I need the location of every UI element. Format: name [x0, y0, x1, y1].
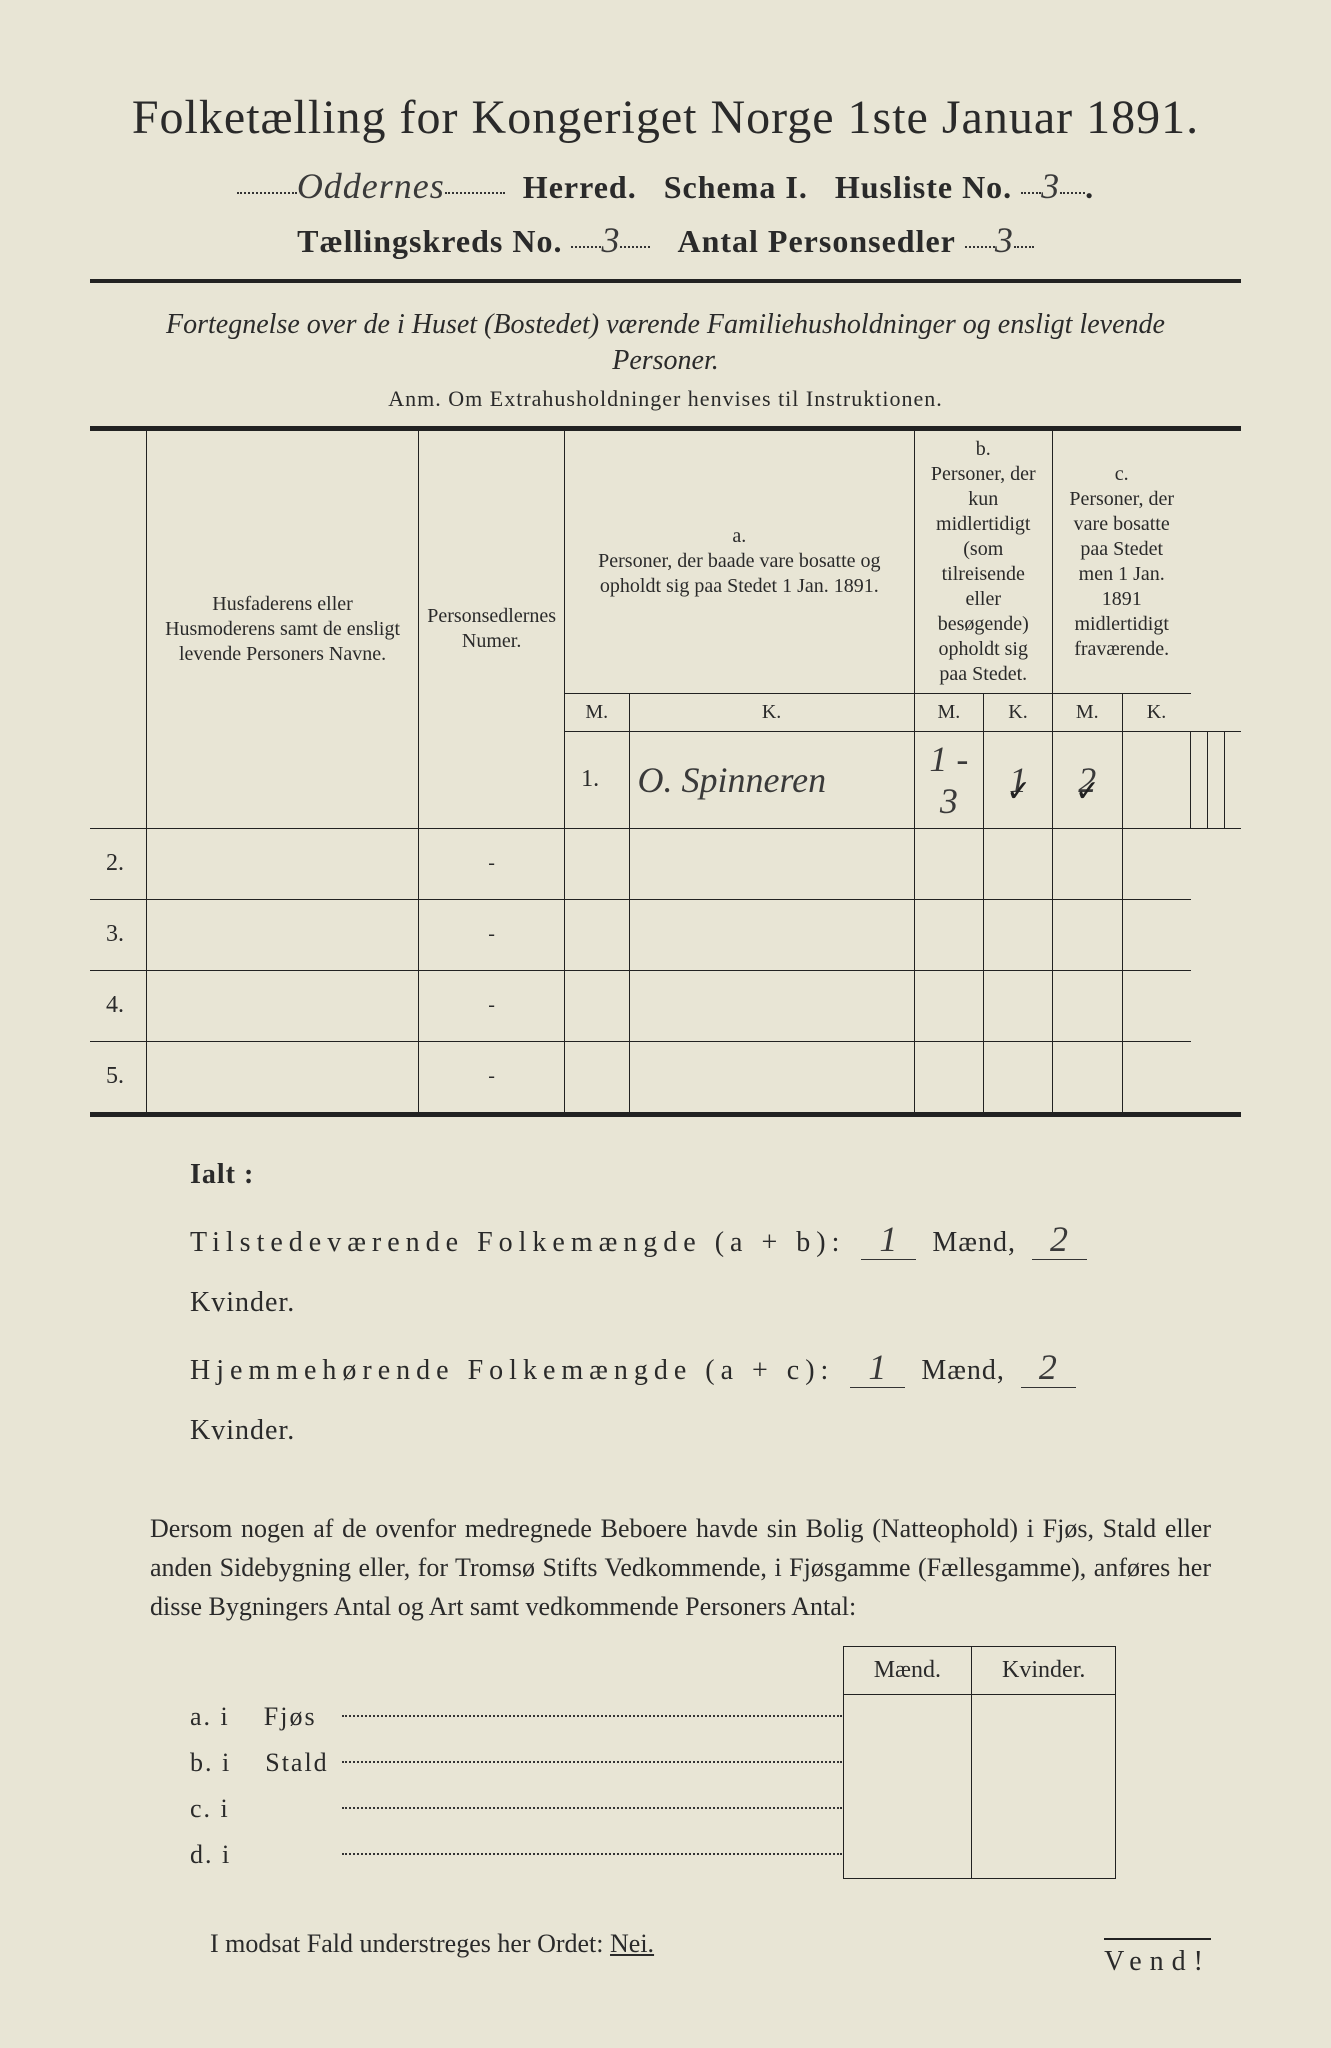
side-kvinder-header: Kvinder. — [972, 1646, 1116, 1694]
col-a-label: a. — [732, 525, 746, 547]
row-name — [146, 1041, 418, 1114]
row-num: 1. — [565, 731, 629, 828]
antal-label: Antal Personsedler — [677, 223, 955, 259]
row-num: 5. — [90, 1041, 146, 1114]
antal-no: 3 — [995, 220, 1014, 260]
col-b-label: b. — [976, 438, 991, 460]
check-mark: ✓ — [1075, 774, 1100, 809]
modsat-line: I modsat Fald understreges her Ordet: Ne… — [210, 1929, 1241, 1959]
col-c-k: K. — [1122, 693, 1191, 731]
census-form-page: Folketælling for Kongeriget Norge 1ste J… — [0, 0, 1331, 2048]
col-a-text: Personer, der baade vare bosatte og opho… — [598, 550, 880, 597]
col-numer-header: Personsedlernes Numer. — [427, 605, 556, 652]
row-numer: 1 - 3 — [929, 739, 968, 821]
nei-word: Nei. — [610, 1929, 654, 1958]
table-row: 5. - — [90, 1041, 1241, 1114]
side-row-t: Fjøs — [264, 1702, 317, 1731]
side-buildings-table: Mænd. Kvinder. a. i Fjøs b. i Stald c. i — [190, 1646, 1181, 1879]
col-c-label: c. — [1115, 463, 1129, 485]
paragraph-note: Dersom nogen af de ovenfor medregnede Be… — [150, 1509, 1211, 1626]
table-row: 3. - — [90, 899, 1241, 970]
col-c-text: Personer, der vare bosatte paa Stedet me… — [1069, 488, 1174, 660]
header-line-kreds: Tællingskreds No. 3 Antal Personsedler 3 — [90, 219, 1241, 261]
hjemme-label: Hjemmehørende Folkemængde (a + c): — [190, 1355, 834, 1386]
kreds-no: 3 — [601, 220, 620, 260]
row-bM — [1122, 731, 1191, 828]
husliste-label: Husliste No. — [835, 169, 1012, 205]
tilstede-m: 1 — [861, 1219, 916, 1260]
side-row-l: a. i — [190, 1702, 230, 1731]
tilstede-k: 2 — [1032, 1219, 1087, 1260]
row-num: 3. — [90, 899, 146, 970]
col-a-k: K. — [629, 693, 914, 731]
modsat-text: I modsat Fald understreges her Ordet: — [210, 1929, 610, 1958]
ialt-label: Ialt : — [190, 1147, 1181, 1203]
row-num: 2. — [90, 828, 146, 899]
herred-label: Herred. — [523, 169, 637, 205]
kvinder-label: Kvinder. — [190, 1287, 295, 1318]
side-row-l: d. i — [190, 1840, 231, 1869]
side-row-l: c. i — [190, 1794, 230, 1823]
side-maend-header: Mænd. — [843, 1646, 971, 1694]
schema-label: Schema I. — [664, 169, 808, 205]
kvinder-label: Kvinder. — [190, 1415, 295, 1446]
header-line-herred: Oddernes Herred. Schema I. Husliste No. … — [90, 165, 1241, 207]
kreds-label: Tællingskreds No. — [297, 223, 562, 259]
table-row: 2. - — [90, 828, 1241, 899]
husliste-no: 3 — [1041, 166, 1060, 206]
row-name — [146, 970, 418, 1041]
col-b-k: K. — [984, 693, 1053, 731]
page-title: Folketælling for Kongeriget Norge 1ste J… — [90, 90, 1241, 145]
herred-name-handwritten: Oddernes — [297, 166, 445, 206]
row-cM — [1208, 731, 1225, 828]
side-row-t: Stald — [265, 1748, 328, 1777]
hjemme-k: 2 — [1021, 1347, 1076, 1388]
row-num: 4. — [90, 970, 146, 1041]
col-b-m: M. — [914, 693, 983, 731]
row-bK — [1191, 731, 1208, 828]
row-cK — [1225, 731, 1242, 828]
row-numer: - — [419, 899, 565, 970]
col-c-m: M. — [1052, 693, 1122, 731]
vend-label: Vend! — [1104, 1938, 1211, 1978]
hjemme-m: 1 — [850, 1347, 905, 1388]
row-name — [146, 899, 418, 970]
subtitle: Fortegnelse over de i Huset (Bostedet) v… — [150, 307, 1181, 380]
col-a-m: M. — [565, 693, 629, 731]
col-b-text: Personer, der kun midlertidigt (som tilr… — [931, 463, 1036, 685]
divider — [90, 279, 1241, 283]
totals-block: Ialt : Tilstedeværende Folkemængde (a + … — [190, 1147, 1181, 1459]
tilstede-label: Tilstedeværende Folkemængde (a + b): — [190, 1227, 845, 1258]
row-numer: - — [419, 828, 565, 899]
row-name — [146, 828, 418, 899]
row-numer: - — [419, 1041, 565, 1114]
row-name: O. Spinneren — [638, 760, 827, 800]
row-numer: - — [419, 970, 565, 1041]
households-table: Husfaderens eller Husmoderens samt de en… — [90, 426, 1241, 1117]
side-row-l: b. i — [190, 1748, 231, 1777]
table-row: 4. - — [90, 970, 1241, 1041]
col-names-header: Husfaderens eller Husmoderens samt de en… — [165, 593, 400, 665]
anm-note: Anm. Om Extrahusholdninger henvises til … — [90, 386, 1241, 412]
maend-label: Mænd, — [932, 1227, 1016, 1258]
check-mark: ✓ — [1006, 774, 1031, 809]
maend-label: Mænd, — [921, 1355, 1005, 1386]
